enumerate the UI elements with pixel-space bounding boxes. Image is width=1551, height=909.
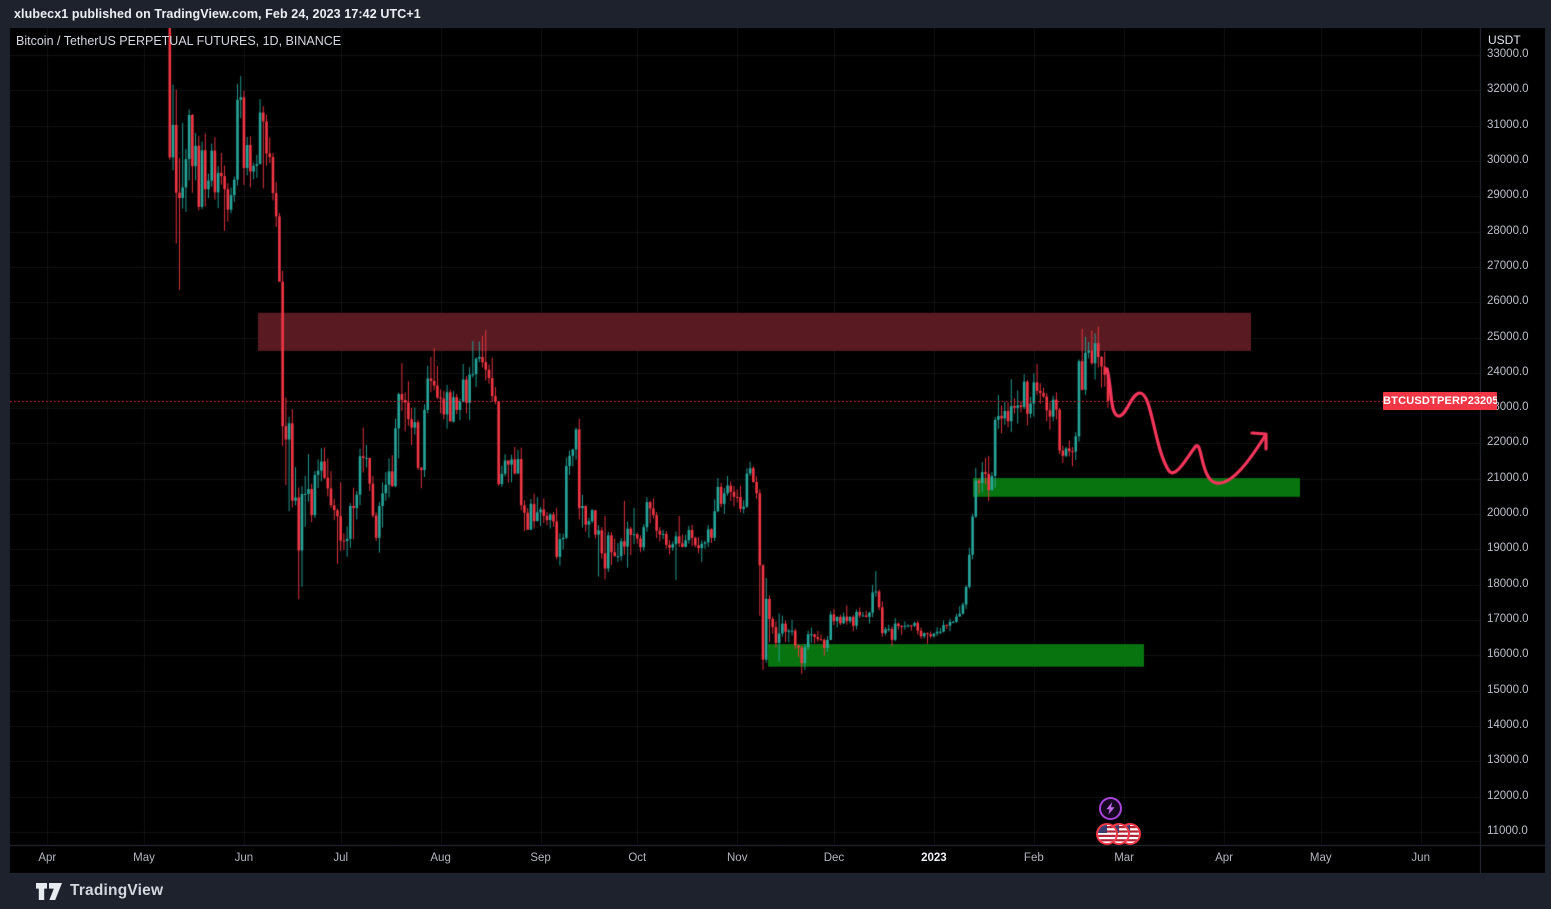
economic-events-marker[interactable] — [1096, 823, 1144, 846]
price-tick-label: 26000.0 — [1487, 295, 1529, 308]
publish-info-text: xlubecx1 published on TradingView.com, F… — [14, 7, 421, 21]
price-tick-label: 11000.0 — [1487, 825, 1528, 837]
price-tick-label: 24000.0 — [1487, 365, 1529, 378]
time-tick-label: Jul — [333, 852, 349, 864]
price-tick-label: 13000.0 — [1487, 754, 1529, 767]
price-tick-label: 17000.0 — [1487, 613, 1529, 626]
last-price-badge-value: 23205.8 — [1467, 394, 1497, 407]
price-tick-label: 22000.0 — [1487, 436, 1529, 449]
price-tick-label: 33000.0 — [1487, 47, 1529, 60]
price-tick-label: 20000.0 — [1487, 507, 1529, 520]
time-tick-label: Oct — [628, 852, 647, 864]
price-tick-label: 19000.0 — [1487, 542, 1529, 555]
last-price-badge-symbol: BTCUSDTPERP — [1383, 394, 1468, 407]
time-tick-label: Jun — [234, 852, 254, 864]
last-price-badge[interactable]: BTCUSDTPERP 23205.8 — [1383, 391, 1497, 410]
time-tick-label: May — [133, 852, 155, 864]
price-tick-label: 16000.0 — [1487, 648, 1529, 661]
price-tick-label: 30000.0 — [1487, 153, 1529, 166]
price-tick-label: 14000.0 — [1487, 719, 1529, 732]
time-tick-label: Nov — [726, 852, 748, 864]
lightning-icon — [1099, 797, 1122, 820]
time-tick-label: 2023 — [921, 852, 947, 864]
time-tick-label: May — [1309, 852, 1332, 864]
price-tick-label: 15000.0 — [1487, 683, 1529, 696]
chart-symbol-title[interactable]: Bitcoin / TetherUS PERPETUAL FUTURES, 1D… — [16, 34, 342, 48]
crypto-event-marker[interactable] — [1099, 797, 1122, 820]
price-tick-label: 23000.0 — [1487, 401, 1529, 414]
time-tick-label: Apr — [38, 852, 57, 864]
time-tick-label: Apr — [1215, 852, 1233, 864]
us-flag-icon — [1096, 823, 1118, 845]
price-tick-label: 18000.0 — [1487, 577, 1529, 590]
time-tick-label: Jun — [1411, 852, 1430, 864]
price-tick-label: 27000.0 — [1487, 259, 1529, 272]
time-tick-label: Dec — [823, 852, 845, 864]
price-axis-currency-label: USDT — [1488, 33, 1521, 47]
price-tick-label: 25000.0 — [1487, 330, 1529, 343]
time-tick-label: Mar — [1114, 852, 1134, 864]
publish-info-bar: xlubecx1 published on TradingView.com, F… — [0, 0, 1551, 28]
price-tick-label: 32000.0 — [1487, 83, 1529, 96]
tradingview-logo-icon[interactable] — [36, 882, 62, 900]
footer-bar: TradingView — [0, 873, 1551, 909]
time-tick-label: Aug — [430, 852, 451, 864]
price-tick-label: 31000.0 — [1487, 118, 1529, 131]
price-tick-label: 28000.0 — [1487, 224, 1529, 237]
time-tick-label: Sep — [530, 852, 551, 864]
footer-brand-text[interactable]: TradingView — [70, 882, 164, 899]
price-tick-label: 21000.0 — [1487, 471, 1529, 484]
price-tick-label: 12000.0 — [1487, 789, 1529, 802]
time-tick-label: Feb — [1023, 852, 1044, 864]
price-tick-label: 29000.0 — [1487, 189, 1529, 202]
